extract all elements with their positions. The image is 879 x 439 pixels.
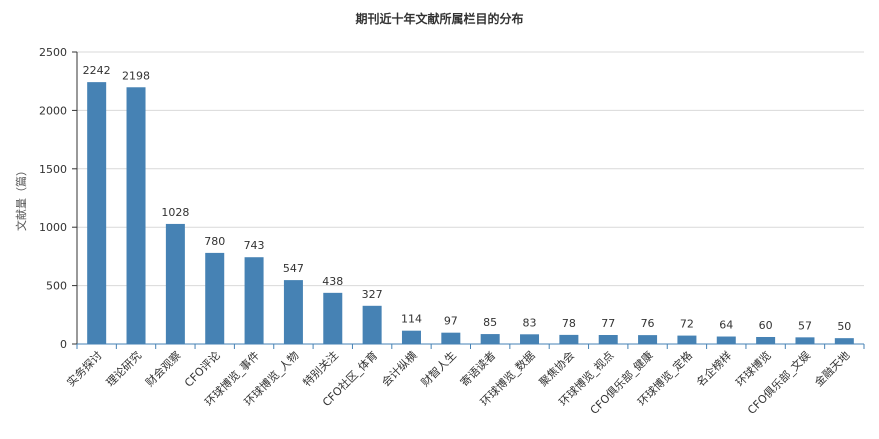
data-label: 780 [204, 235, 225, 248]
bar[interactable] [362, 305, 382, 344]
bar[interactable] [559, 334, 579, 344]
data-label: 327 [362, 288, 383, 301]
bars [87, 82, 854, 345]
bar[interactable] [520, 334, 540, 344]
x-tick-label: 特别关注 [300, 348, 341, 389]
data-label: 57 [798, 319, 812, 332]
bar[interactable] [244, 257, 264, 344]
y-tick-labels: 0 500 1000 1500 2000 2500 [39, 46, 67, 351]
bar[interactable] [401, 330, 421, 344]
x-tick-label: 寄语读者 [457, 348, 498, 389]
x-tick-label: CFO评论 [181, 348, 222, 389]
bar[interactable] [441, 332, 461, 344]
x-tick-label: 实务探讨 [64, 348, 105, 389]
data-label: 76 [641, 317, 655, 330]
bar[interactable] [283, 280, 303, 344]
bar[interactable] [323, 292, 343, 344]
bar[interactable] [638, 335, 658, 344]
bar[interactable] [756, 336, 776, 344]
x-tick-label: 聚焦协会 [536, 348, 577, 389]
x-tick-label: 环球博览 [733, 348, 774, 389]
data-labels: 2242 2198 1028 780 743 547 438 327 114 97 85 83 78 77… [83, 64, 852, 333]
data-label: 50 [837, 320, 851, 333]
data-label: 1028 [161, 206, 189, 219]
x-tick-label: 会计纵横 [379, 348, 420, 389]
data-label: 97 [444, 315, 458, 328]
bar[interactable] [795, 337, 815, 344]
bar[interactable] [126, 87, 146, 345]
data-label: 743 [244, 239, 265, 252]
x-tick-label: 名企榜样 [693, 348, 734, 389]
chart-title: 期刊近十年文献所属栏目的分布 [355, 12, 524, 26]
data-label: 83 [523, 316, 537, 329]
bar[interactable] [165, 223, 185, 344]
y-tick-label: 1000 [39, 221, 67, 234]
data-label: 60 [759, 319, 773, 332]
y-tick-label: 2500 [39, 46, 67, 59]
y-tick-label: 500 [46, 280, 67, 293]
data-label: 2198 [122, 69, 150, 82]
y-tick-label: 0 [60, 338, 67, 351]
bar[interactable] [205, 252, 225, 344]
x-tick-label: 金融天地 [811, 348, 852, 389]
data-label: 438 [322, 275, 343, 288]
bar[interactable] [716, 336, 736, 344]
y-tick-label: 2000 [39, 104, 67, 117]
grid-lines [72, 51, 864, 345]
data-label: 78 [562, 317, 576, 330]
data-label: 85 [483, 316, 497, 329]
data-label: 2242 [83, 64, 111, 77]
data-label: 77 [601, 317, 615, 330]
axes [76, 52, 865, 349]
bar[interactable] [480, 334, 500, 344]
bar[interactable] [677, 335, 697, 344]
data-label: 64 [719, 319, 733, 332]
y-tick-label: 1500 [39, 163, 67, 176]
bar[interactable] [834, 338, 854, 344]
x-tick-label: 财智人生 [418, 348, 459, 389]
bar[interactable] [598, 335, 618, 344]
y-axis-label: 文献量（篇） [14, 165, 28, 231]
data-label: 547 [283, 262, 304, 275]
data-label: 114 [401, 313, 422, 326]
x-tick-label: 财会观察 [142, 348, 183, 389]
data-label: 72 [680, 318, 694, 331]
bar[interactable] [87, 82, 107, 344]
x-tick-label: 理论研究 [103, 348, 144, 389]
